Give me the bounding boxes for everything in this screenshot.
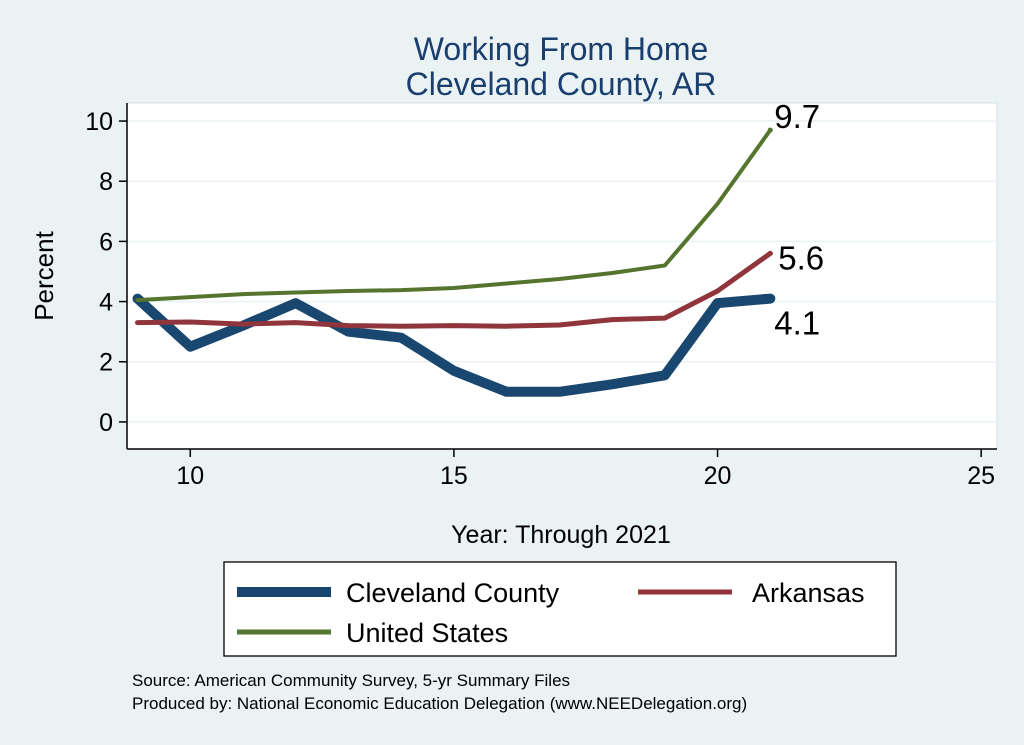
end-point-arkansas	[767, 250, 773, 256]
y-tick-label-4: 4	[99, 289, 113, 317]
y-axis-ticks: 0 2 4 6 8 10	[85, 108, 127, 437]
produced-by-note: Produced by: National Economic Education…	[132, 694, 747, 713]
series-layer	[132, 128, 776, 397]
y-tick-label-8: 8	[99, 168, 113, 196]
series-line-arkansas	[135, 250, 773, 329]
end-label-arkansas: 5.6	[778, 239, 824, 276]
x-tick-label-10: 10	[176, 462, 204, 490]
y-axis-label: Percent	[29, 230, 59, 320]
end-point-united-states	[767, 127, 773, 133]
end-label-cleveland-county: 4.1	[774, 305, 820, 342]
chart-title-line-2: Cleveland County, AR	[406, 66, 717, 102]
series-line-united-states	[135, 128, 773, 303]
y-tick-label-0: 0	[99, 409, 113, 437]
x-tick-label-25: 25	[967, 462, 995, 490]
x-axis-label: Year: Through 2021	[451, 521, 671, 549]
axes	[126, 103, 997, 450]
end-label-united-states: 9.7	[774, 98, 820, 135]
legend: Cleveland County Arkansas United States	[223, 561, 897, 657]
y-tick-label-10: 10	[85, 108, 113, 136]
y-tick-label-2: 2	[99, 349, 113, 377]
plot-area	[126, 102, 998, 450]
legend-label-cleveland-county: Cleveland County	[346, 578, 560, 608]
legend-label-arkansas: Arkansas	[752, 578, 865, 608]
legend-label-united-states: United States	[346, 618, 508, 648]
x-tick-label-20: 20	[704, 462, 732, 490]
end-point-cleveland-county	[767, 296, 773, 302]
chart-title-line-1: Working From Home	[414, 31, 709, 67]
x-tick-label-15: 15	[440, 462, 468, 490]
source-note: Source: American Community Survey, 5-yr …	[132, 671, 570, 690]
y-tick-label-6: 6	[99, 228, 113, 256]
grid-lines	[127, 120, 997, 423]
legend-box	[223, 561, 897, 657]
end-labels: 4.1 5.6 9.7	[767, 98, 824, 342]
x-axis-ticks: 10 15 20 25	[176, 449, 995, 490]
